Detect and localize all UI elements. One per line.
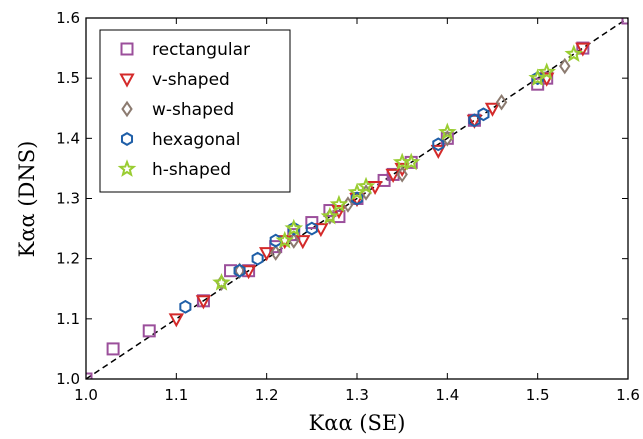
legend-item-w-shaped: w-shaped <box>121 100 234 120</box>
y-tick-label: 1.3 <box>56 190 80 208</box>
x-axis-label: Kαα (SE) <box>309 411 406 435</box>
data-point-v-shaped <box>394 162 410 178</box>
data-point-h-shaped <box>320 206 340 225</box>
legend-label: hexagonal <box>152 130 241 150</box>
legend-label: rectangular <box>152 40 250 60</box>
data-point-w-shaped <box>559 57 571 75</box>
legend: rectangular v-shaped w-shaped hexagonal h-sh… <box>99 29 291 193</box>
data-point-hexagonal <box>233 263 246 278</box>
data-point-v-shaped <box>484 102 501 117</box>
data-point-v-shaped <box>168 313 185 328</box>
data-point-v-shaped <box>367 180 383 196</box>
x-tick-label: 1.4 <box>435 386 459 404</box>
data-point-h-shaped <box>537 62 557 81</box>
y-tick-label: 1.2 <box>56 250 80 268</box>
series-h-shaped <box>212 44 584 291</box>
legend-label: h-shaped <box>152 160 231 180</box>
x-tick-label: 1.2 <box>255 386 279 404</box>
data-point-h-shaped <box>284 218 304 237</box>
legend-marker-h-shaped <box>117 159 137 177</box>
data-point-rectangular <box>305 216 319 230</box>
data-point-v-shaped <box>295 235 311 250</box>
chart-marks <box>86 18 628 379</box>
data-point-hexagonal <box>305 221 318 236</box>
data-point-w-shaped <box>495 93 508 111</box>
data-point-rectangular <box>106 342 120 356</box>
legend-box <box>99 29 291 193</box>
legend-item-rectangular: rectangular <box>120 40 250 60</box>
y-tick-label: 1.0 <box>56 370 80 388</box>
data-point-v-shaped <box>349 193 365 208</box>
data-point-v-shaped <box>240 265 257 280</box>
data-point-v-shaped <box>385 168 401 184</box>
data-point-h-shaped <box>401 152 421 171</box>
data-point-hexagonal <box>179 299 192 314</box>
x-tick-label: 1.5 <box>526 386 550 404</box>
data-point-w-shaped <box>269 244 282 261</box>
data-point-hexagonal <box>477 107 490 122</box>
data-point-h-shaped <box>356 176 376 195</box>
data-point-hexagonal <box>251 251 264 266</box>
data-point-h-shaped <box>564 44 584 63</box>
data-point-v-shaped <box>430 144 446 159</box>
data-point-hexagonal <box>432 137 445 152</box>
data-point-rectangular <box>287 228 301 242</box>
legend-label: v-shaped <box>152 70 230 90</box>
data-point-v-shaped <box>539 72 555 87</box>
data-point-w-shaped <box>396 166 408 183</box>
y-tick-label: 1.6 <box>56 9 80 27</box>
legend-item-v-shaped: v-shaped <box>119 70 230 90</box>
legend-marker-hexagonal <box>120 132 134 146</box>
x-tick-label: 1.0 <box>74 386 98 404</box>
x-tick-label: 1.3 <box>345 386 369 404</box>
x-tick-label: 1.6 <box>616 386 640 404</box>
legend-marker-rectangular <box>120 42 134 56</box>
legend-item-hexagonal: hexagonal <box>120 130 241 150</box>
x-tick-label: 1.1 <box>164 386 188 404</box>
y-tick-label: 1.5 <box>56 69 80 87</box>
data-point-rectangular <box>142 324 156 338</box>
data-point-v-shaped <box>331 205 347 220</box>
y-tick-label: 1.4 <box>56 129 80 147</box>
data-point-h-shaped <box>329 194 349 213</box>
legend-label: w-shaped <box>152 100 234 120</box>
data-point-hexagonal <box>350 191 364 206</box>
legend-marker-v-shaped <box>119 73 135 88</box>
legend-item-h-shaped: h-shaped <box>117 159 231 180</box>
data-point-v-shaped <box>466 114 483 129</box>
data-point-h-shaped <box>212 272 231 291</box>
data-point-v-shaped <box>575 42 591 57</box>
data-point-v-shaped <box>313 223 329 238</box>
legend-marker-w-shaped <box>121 100 133 118</box>
axis-ticks: 1.0 1.1 1.2 1.3 1.4 1.5 1.6 1.0 1.1 1.2 1.3 1.4 1.5 1… <box>56 9 640 404</box>
data-point-h-shaped <box>438 122 457 141</box>
data-point-v-shaped <box>195 295 212 310</box>
y-axis-label: Kαα (DNS) <box>15 141 39 258</box>
data-point-h-shaped <box>275 230 295 249</box>
data-point-v-shaped <box>258 247 275 262</box>
y-tick-label: 1.1 <box>56 310 80 328</box>
